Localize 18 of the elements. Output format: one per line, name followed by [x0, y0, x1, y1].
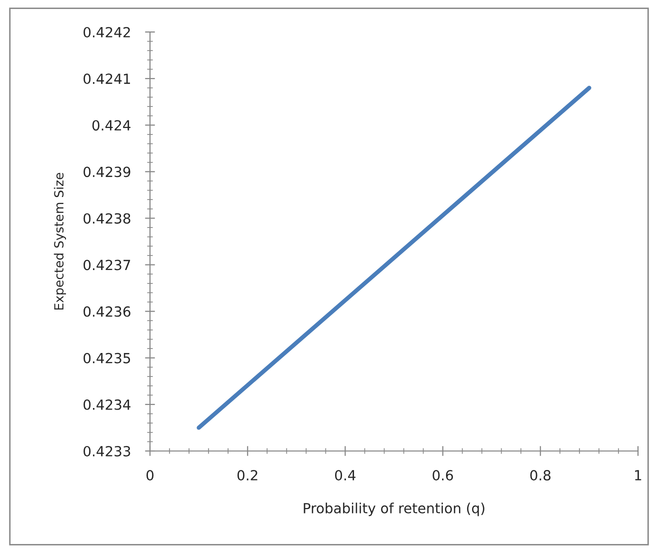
- x-axis-title: Probability of retention (q): [304, 502, 484, 516]
- x-tick-label: 0.8: [530, 470, 550, 480]
- y-tick-label: 0.4241: [84, 74, 130, 84]
- y-tick-label: 0.4236: [84, 306, 130, 317]
- y-tick-label: 0.4242: [84, 26, 130, 38]
- y-axis-title: Expected System Size: [54, 172, 66, 310]
- y-tick-label: 0.424: [92, 120, 130, 131]
- y-tick-label: 0.4238: [84, 213, 130, 224]
- x-tick-label: 0.4: [335, 470, 356, 480]
- y-tick-label: 0.4239: [84, 166, 130, 178]
- x-tick-label: 0: [146, 470, 154, 480]
- y-tick-label: 0.4234: [84, 399, 130, 410]
- x-tick-label: 0.6: [432, 470, 453, 480]
- y-tick-label: 0.4235: [84, 352, 130, 364]
- y-tick-label: 0.4237: [84, 260, 130, 270]
- y-tick-label: 0.4233: [84, 446, 130, 456]
- x-tick-label: 0.2: [237, 470, 258, 480]
- x-tick-label: 1: [635, 470, 642, 480]
